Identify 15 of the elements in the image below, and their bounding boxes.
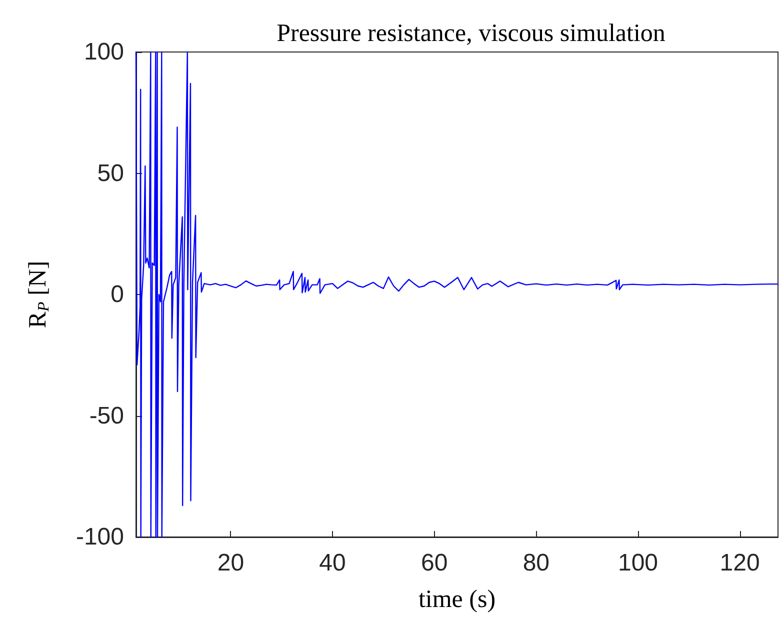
x-tick-label: 120 xyxy=(720,550,760,576)
x-tick-label: 60 xyxy=(420,550,448,576)
x-tick-label: 40 xyxy=(319,550,346,576)
x-tick-label: 80 xyxy=(522,550,550,576)
y-tick-label: 100 xyxy=(84,38,124,66)
line-series xyxy=(135,51,779,538)
x-axis-title: time (s) xyxy=(418,586,496,613)
y-axis-title: RP [N] xyxy=(24,260,52,328)
y-tick-label: -100 xyxy=(76,524,124,550)
x-tick-label: 20 xyxy=(217,550,244,576)
y-tick-label: 50 xyxy=(97,160,124,187)
y-tick-label: -50 xyxy=(89,402,124,430)
chart-title: Pressure resistance, viscous simulation xyxy=(276,20,666,47)
y-tick-label: 0 xyxy=(110,281,124,308)
x-tick-label: 100 xyxy=(618,550,658,576)
